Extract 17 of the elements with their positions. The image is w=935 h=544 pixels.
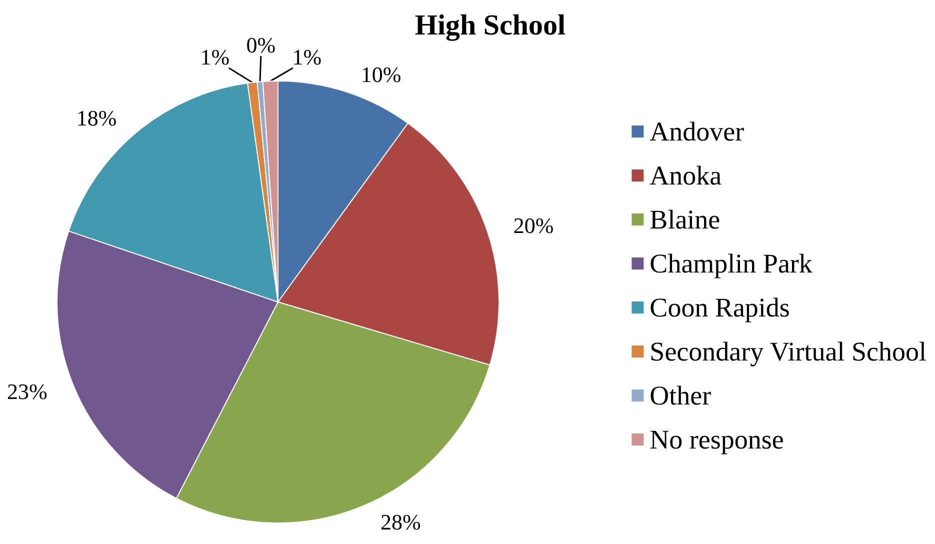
data-label: 23%: [7, 378, 48, 404]
data-label: 28%: [380, 509, 421, 534]
data-label: 10%: [360, 62, 402, 88]
legend-label: Andover: [650, 116, 744, 146]
legend-label: Blaine: [650, 204, 720, 234]
data-label: 0%: [246, 32, 276, 58]
legend-label: No response: [650, 424, 784, 454]
data-label: 18%: [76, 105, 117, 130]
legend-label: Other: [650, 380, 712, 410]
chart-title: High School: [414, 10, 566, 42]
legend-label: Anoka: [650, 160, 722, 190]
legend-label: Coon Rapids: [650, 292, 790, 322]
data-label: 20%: [513, 212, 554, 238]
legend-label: Champlin Park: [650, 248, 813, 278]
legend-label: Secondary Virtual School: [650, 336, 927, 366]
data-label: 1%: [292, 44, 322, 70]
data-label: 1%: [200, 44, 230, 70]
